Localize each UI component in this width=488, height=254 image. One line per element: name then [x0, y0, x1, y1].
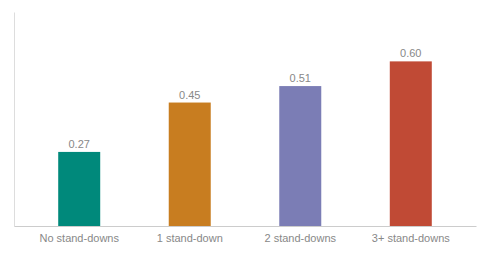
bar: [58, 152, 100, 226]
x-tick-label: 1 stand-down: [157, 232, 223, 244]
data-label: 0.45: [179, 89, 200, 101]
x-axis: No stand-downs 1 stand-down 2 stand-downs 3…: [15, 227, 477, 244]
data-label: 0.51: [290, 72, 311, 84]
bar: [390, 61, 432, 226]
y-axis: [14, 13, 15, 227]
x-tick: No stand-downs: [39, 232, 119, 244]
chart-svg: No stand-downs 1 stand-down 2 stand-downs 3…: [0, 0, 488, 254]
y-axis-line: [14, 13, 15, 227]
bar: [169, 103, 211, 226]
bar: [279, 86, 321, 226]
x-tick: 2 stand-downs: [264, 232, 336, 244]
plot: No stand-downs 1 stand-down 2 stand-downs 3…: [15, 13, 477, 244]
bars: [58, 61, 432, 226]
data-label: 0.27: [68, 138, 89, 150]
x-tick-label: 2 stand-downs: [264, 232, 336, 244]
x-tick-label: No stand-downs: [39, 232, 119, 244]
x-tick: 3+ stand-downs: [372, 232, 450, 244]
x-tick-label: 3+ stand-downs: [372, 232, 450, 244]
x-tick: 1 stand-down: [157, 232, 223, 244]
chart-container: No stand-downs 1 stand-down 2 stand-downs 3…: [0, 0, 488, 254]
data-label: 0.60: [400, 47, 421, 59]
x-axis-line: [15, 226, 477, 227]
data-labels: 0.27 0.45 0.51 0.60: [68, 47, 421, 150]
